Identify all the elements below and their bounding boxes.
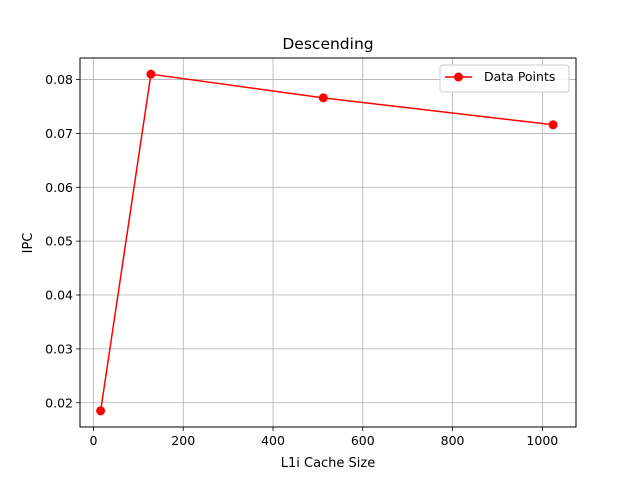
x-tick-label: 800 [441, 433, 465, 448]
chart-title: Descending [282, 35, 373, 53]
x-tick-label: 600 [351, 433, 375, 448]
x-axis-label: L1i Cache Size [281, 456, 376, 471]
y-tick-label: 0.03 [45, 341, 73, 356]
legend-marker [454, 72, 463, 82]
series-layer [96, 69, 558, 416]
plot-frame [79, 57, 577, 428]
y-tick-label: 0.05 [45, 234, 73, 249]
y-tick-label: 0.06 [45, 180, 73, 195]
legend-label: Data Points [484, 69, 555, 84]
y-tick-label: 0.04 [45, 288, 73, 303]
x-axis-ticks: 0 200 400 600 800 1000 [89, 427, 558, 448]
x-tick-label: 400 [261, 433, 285, 448]
y-axis-ticks: 0.02 0.03 0.04 0.05 0.06 0.07 0.08 [45, 72, 80, 410]
y-tick-label: 0.02 [45, 395, 73, 410]
x-tick-label: 1000 [526, 433, 558, 448]
data-point [96, 406, 106, 416]
x-tick-label: 200 [171, 433, 195, 448]
y-tick-label: 0.07 [45, 126, 73, 141]
series-line [99, 73, 554, 411]
grid-lines [80, 58, 576, 427]
data-point [318, 93, 328, 103]
data-point [146, 69, 156, 79]
legend: Data Points [439, 64, 570, 93]
y-tick-label: 0.08 [45, 72, 73, 87]
data-point [548, 120, 558, 130]
y-axis-label: IPC [21, 233, 36, 254]
x-tick-label: 0 [89, 433, 97, 448]
legend-box [439, 64, 570, 93]
